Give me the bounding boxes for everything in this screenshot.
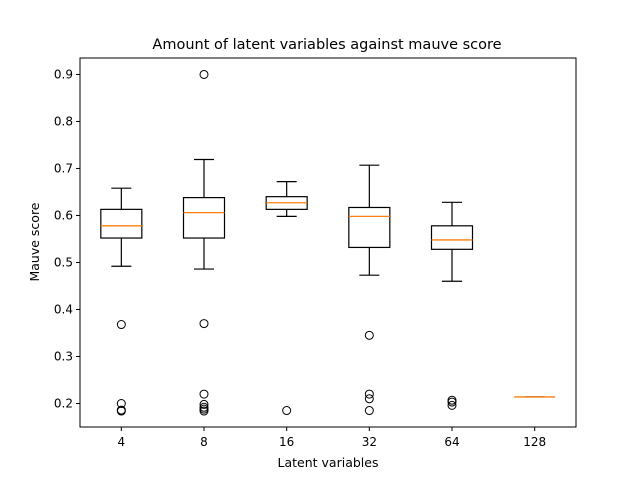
x-tick-label: 64 — [444, 435, 459, 449]
box-group-64 — [430, 201, 474, 410]
y-axis-label: Mauve score — [27, 202, 42, 281]
outlier-point — [364, 406, 374, 416]
outlier-point — [364, 394, 374, 404]
outlier-point — [199, 399, 209, 409]
x-tick-label: 4 — [118, 435, 126, 449]
outlier-point — [199, 406, 209, 416]
x-axis: 4 8 16 32 64 128 — [118, 427, 546, 449]
box-iqr — [430, 225, 474, 250]
y-axis: 0.2 0.3 0.4 0.5 0.6 0.7 0.8 0.9 — [54, 67, 80, 410]
outlier-point — [199, 404, 209, 414]
outlier-point — [364, 389, 374, 399]
x-tick-label: 128 — [523, 435, 546, 449]
y-tick-label: 0.3 — [54, 349, 73, 363]
outlier-point — [116, 406, 126, 416]
outlier-point — [282, 406, 292, 416]
box-group-16 — [265, 181, 308, 416]
x-axis-label: Latent variables — [278, 455, 379, 470]
box-iqr — [100, 208, 143, 239]
box-group-32 — [348, 164, 391, 416]
outlier-point — [447, 397, 457, 407]
x-tick-label: 8 — [200, 435, 208, 449]
y-tick-label: 0.7 — [54, 161, 73, 175]
outlier-point — [199, 389, 209, 399]
outlier-point — [116, 320, 126, 330]
box-group-4 — [100, 187, 143, 416]
x-tick-label: 32 — [362, 435, 377, 449]
outlier-point — [199, 319, 209, 329]
x-tick-label: 16 — [279, 435, 294, 449]
box-marks — [100, 69, 556, 416]
chart-title: Amount of latent variables against mauve… — [152, 37, 501, 53]
box-iqr — [348, 206, 391, 249]
y-tick-label: 0.6 — [54, 208, 73, 222]
outlier-point — [199, 69, 209, 79]
y-tick-label: 0.2 — [54, 396, 73, 410]
y-tick-label: 0.5 — [54, 255, 73, 269]
box-iqr — [182, 197, 226, 239]
y-tick-label: 0.4 — [54, 302, 73, 316]
outlier-point — [364, 330, 374, 340]
plot-area — [79, 57, 577, 428]
y-tick-label: 0.9 — [54, 67, 73, 81]
y-tick-label: 0.8 — [54, 114, 73, 128]
outlier-point — [447, 400, 457, 410]
box-group-8 — [182, 69, 226, 416]
